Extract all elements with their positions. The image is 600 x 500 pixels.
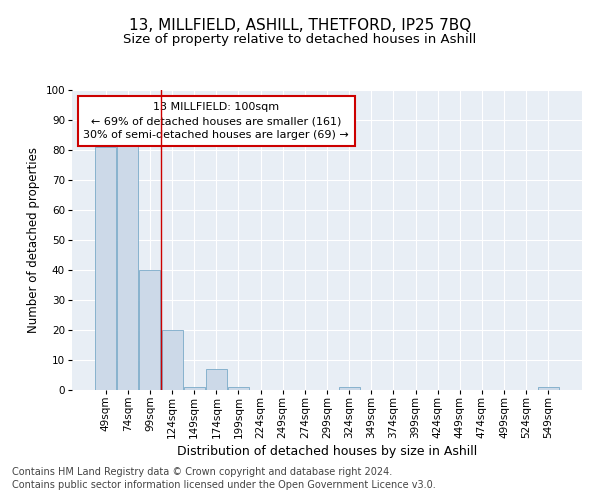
Bar (538, 387, 559, 390)
Text: 13 MILLFIELD: 100sqm
← 69% of detached houses are smaller (161)
30% of semi-deta: 13 MILLFIELD: 100sqm ← 69% of detached h… (83, 102, 349, 140)
Bar (206, 369, 227, 390)
Bar (95, 147, 116, 390)
Text: Size of property relative to detached houses in Ashill: Size of property relative to detached ho… (124, 32, 476, 46)
X-axis label: Distribution of detached houses by size in Ashill: Distribution of detached houses by size … (177, 444, 477, 458)
Bar (338, 387, 359, 390)
Text: 13, MILLFIELD, ASHILL, THETFORD, IP25 7BQ: 13, MILLFIELD, ASHILL, THETFORD, IP25 7B… (129, 18, 471, 32)
Bar (118, 144, 139, 390)
Bar (161, 330, 182, 390)
Bar (228, 387, 249, 390)
Bar (139, 270, 160, 390)
Y-axis label: Number of detached properties: Number of detached properties (27, 147, 40, 333)
Bar (184, 387, 205, 390)
Text: Contains HM Land Registry data © Crown copyright and database right 2024.
Contai: Contains HM Land Registry data © Crown c… (12, 467, 436, 490)
